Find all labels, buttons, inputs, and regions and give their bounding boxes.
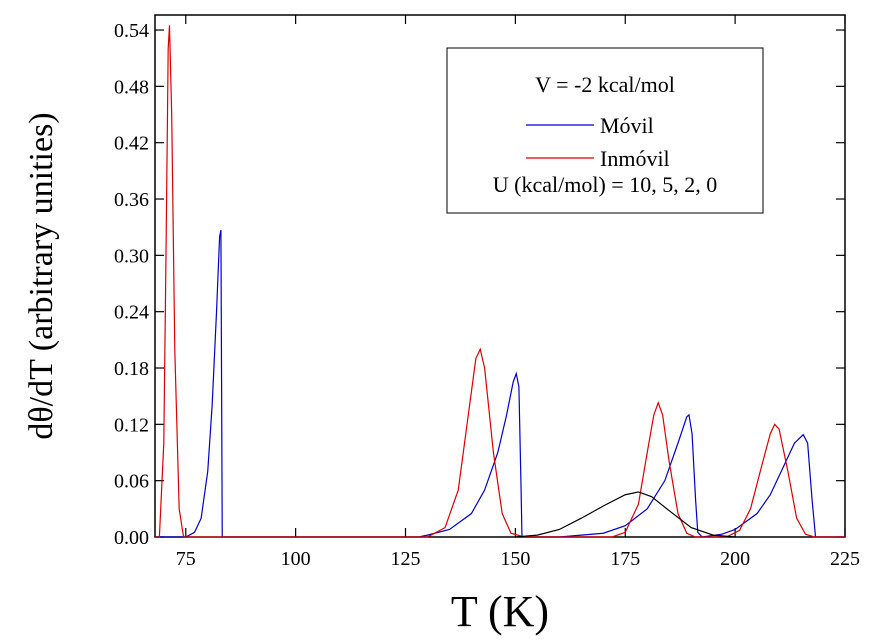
x-tick-label: 200 [720,548,750,570]
x-tick-label: 225 [830,548,860,570]
y-tick-label: 0.54 [114,20,149,42]
series-line [155,25,845,538]
legend-box [446,47,764,214]
plot-frame [154,14,846,538]
y-tick-label: 0.00 [114,527,149,549]
series-line [155,229,845,538]
x-axis-label: T (K) [451,587,549,636]
y-tick-label: 0.36 [114,189,149,211]
y-tick-label: 0.18 [114,358,149,380]
legend-label: Móvil [600,113,654,138]
y-tick-label: 0.30 [114,245,149,267]
y-tick-label: 0.42 [114,133,149,155]
x-tick-label: 150 [500,548,530,570]
y-tick-label: 0.48 [114,76,149,98]
x-tick-label: 100 [281,548,311,570]
y-tick-label: 0.24 [114,302,149,324]
legend-note: U (kcal/mol) = 10, 5, 2, 0 [493,172,717,197]
x-tick-label: 175 [610,548,640,570]
series-line [515,491,736,538]
legend-title: V = -2 kcal/mol [535,72,675,97]
y-tick-label: 0.12 [114,414,149,436]
x-tick-label: 125 [391,548,421,570]
x-tick-label: 75 [176,548,196,570]
y-tick-label: 0.06 [114,471,149,493]
legend-label: Inmóvil [600,146,670,171]
y-axis-label: dθ/dT (arbitrary unities) [23,112,60,439]
